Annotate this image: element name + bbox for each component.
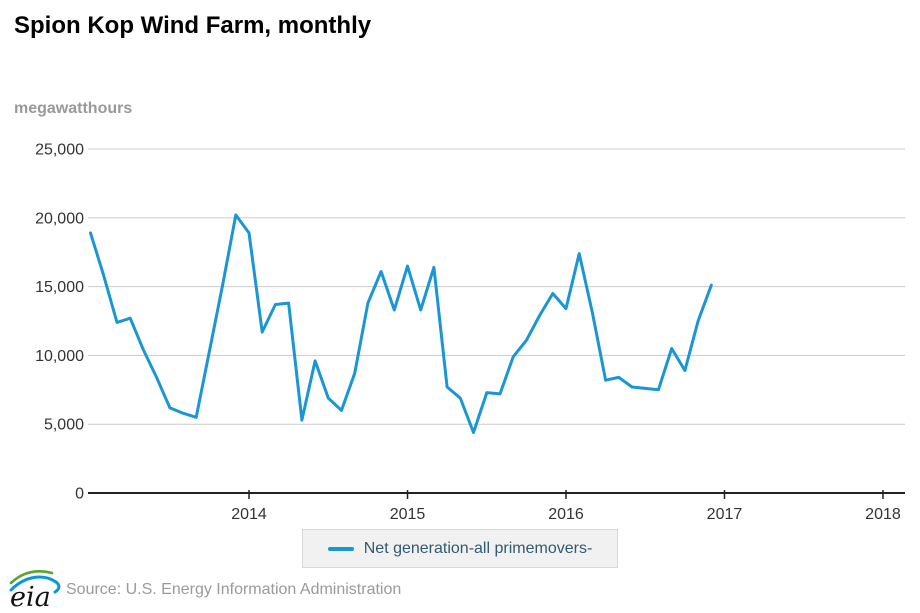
net-generation-series-line[interactable]	[89, 213, 713, 434]
y-axis-unit-label: megawatthours	[14, 100, 133, 117]
x-axis-tick-label: 2016	[548, 506, 584, 523]
line-chart: 25,000 20,000 15,000 10,000 5,000 0 2014 2015 20…	[35, 142, 905, 523]
eia-logo: eia	[9, 570, 61, 610]
source-attribution: Source: U.S. Energy Information Administ…	[66, 581, 402, 598]
eia-logo-green-swoosh	[9, 570, 54, 585]
x-axis-tick-label: 2017	[707, 506, 743, 523]
page-title: Spion Kop Wind Farm, monthly	[14, 12, 372, 39]
y-axis-tick-label: 15,000	[35, 279, 84, 296]
eia-logo-text: eia	[10, 582, 51, 610]
x-axis-tick-label: 2015	[390, 506, 426, 523]
y-axis-tick-label: 10,000	[35, 348, 84, 365]
x-axis-tick-label: 2018	[865, 506, 901, 523]
legend[interactable]: Net generation-all primemovers-	[302, 529, 618, 568]
y-axis-tick-label: 0	[75, 486, 84, 503]
eia-logo-blue-swoosh	[9, 575, 61, 594]
y-axis-tick-label: 20,000	[35, 210, 84, 227]
y-axis-tick-label: 25,000	[35, 142, 84, 159]
y-axis-tick-label: 5,000	[44, 417, 84, 434]
x-axis-tick-label: 2014	[231, 506, 267, 523]
legend-label: Net generation-all primemovers-	[363, 539, 593, 557]
legend-line-sample	[327, 546, 354, 551]
